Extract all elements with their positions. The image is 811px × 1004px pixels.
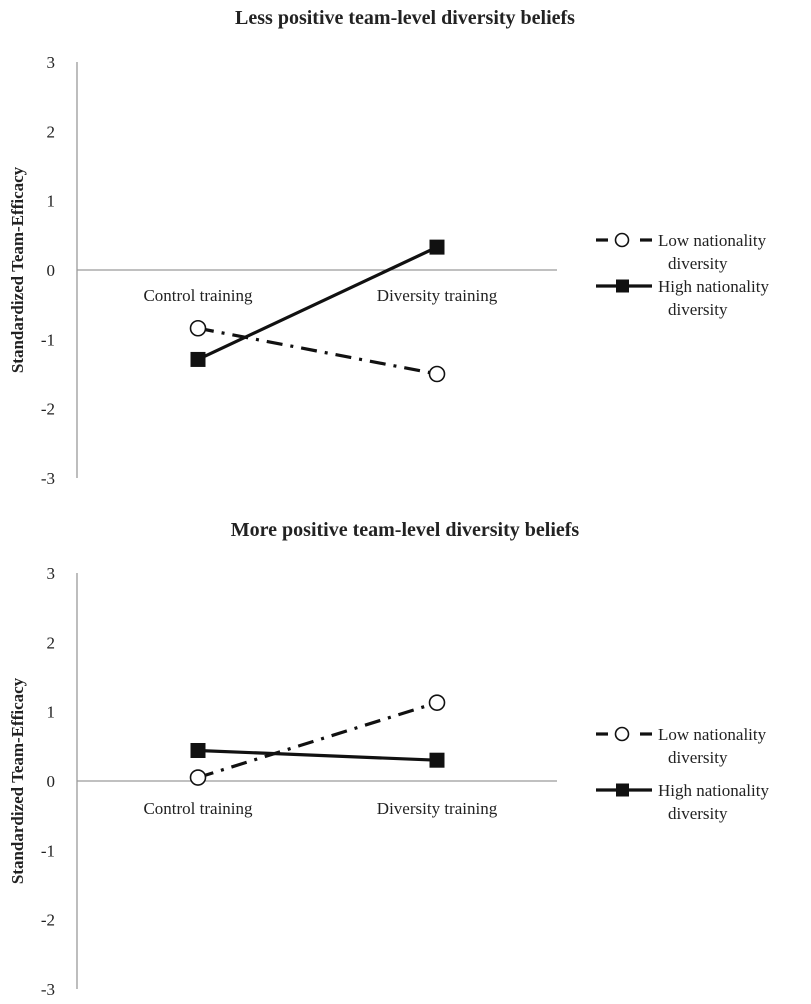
chart-panel-2: More positive team-level diversity belie… bbox=[8, 519, 769, 999]
y-tick-label: 0 bbox=[47, 261, 56, 280]
legend-label: Low nationality bbox=[658, 231, 767, 250]
legend-marker bbox=[614, 726, 630, 742]
data-point-marker bbox=[429, 752, 445, 768]
y-tick-label: 1 bbox=[47, 192, 56, 211]
x-category-label: Control training bbox=[143, 799, 253, 818]
legend-label: High nationality bbox=[658, 781, 769, 800]
y-tick-label: -3 bbox=[41, 469, 55, 488]
data-point-marker bbox=[189, 319, 207, 337]
series-line-2 bbox=[197, 748, 438, 762]
y-tick-label: 1 bbox=[47, 703, 56, 722]
series-line-1 bbox=[197, 326, 438, 376]
legend-label: diversity bbox=[668, 300, 728, 319]
y-tick-label: -2 bbox=[41, 400, 55, 419]
legend-entry-1: Low nationality diversity bbox=[596, 231, 767, 273]
legend-marker bbox=[614, 232, 630, 248]
chart-panel-1: Less positive team-level diversity belie… bbox=[8, 7, 769, 488]
y-tick-label: -3 bbox=[41, 980, 55, 999]
x-category-label: Diversity training bbox=[377, 286, 498, 305]
y-tick-label: 2 bbox=[47, 633, 56, 652]
data-point-marker bbox=[190, 742, 206, 758]
legend-label: diversity bbox=[668, 254, 728, 273]
chart-title: Less positive team-level diversity belie… bbox=[235, 7, 575, 29]
data-point-marker bbox=[429, 239, 445, 255]
data-point-marker bbox=[189, 769, 207, 786]
legend-entry-2: High nationality diversity bbox=[596, 781, 769, 823]
data-point-marker bbox=[190, 351, 206, 367]
legend-label: Low nationality bbox=[658, 725, 767, 744]
x-category-label: Diversity training bbox=[377, 799, 498, 818]
y-tick-label: 3 bbox=[47, 53, 56, 72]
chart-title: More positive team-level diversity belie… bbox=[231, 519, 580, 541]
y-tick-label: 2 bbox=[47, 122, 56, 141]
y-tick-label: 3 bbox=[47, 564, 56, 583]
y-axis-label: Standardized Team-Efficacy bbox=[8, 677, 27, 884]
series-line-1 bbox=[197, 701, 438, 780]
y-tick-label: 0 bbox=[47, 772, 56, 791]
legend-marker bbox=[616, 783, 629, 797]
data-point-marker bbox=[428, 365, 446, 383]
x-category-label: Control training bbox=[143, 286, 253, 305]
series-line-2 bbox=[197, 245, 438, 361]
legend-entry-2: High nationality diversity bbox=[596, 277, 769, 319]
legend-label: diversity bbox=[668, 748, 728, 767]
legend-marker bbox=[616, 279, 629, 293]
legend-label: diversity bbox=[668, 804, 728, 823]
data-point-marker bbox=[428, 694, 446, 711]
legend-entry-1: Low nationality diversity bbox=[596, 725, 767, 767]
y-tick-label: -2 bbox=[41, 911, 55, 930]
y-tick-label: -1 bbox=[41, 841, 55, 860]
y-tick-label: -1 bbox=[41, 330, 55, 349]
y-axis-label: Standardized Team-Efficacy bbox=[8, 166, 27, 373]
legend-label: High nationality bbox=[658, 277, 769, 296]
